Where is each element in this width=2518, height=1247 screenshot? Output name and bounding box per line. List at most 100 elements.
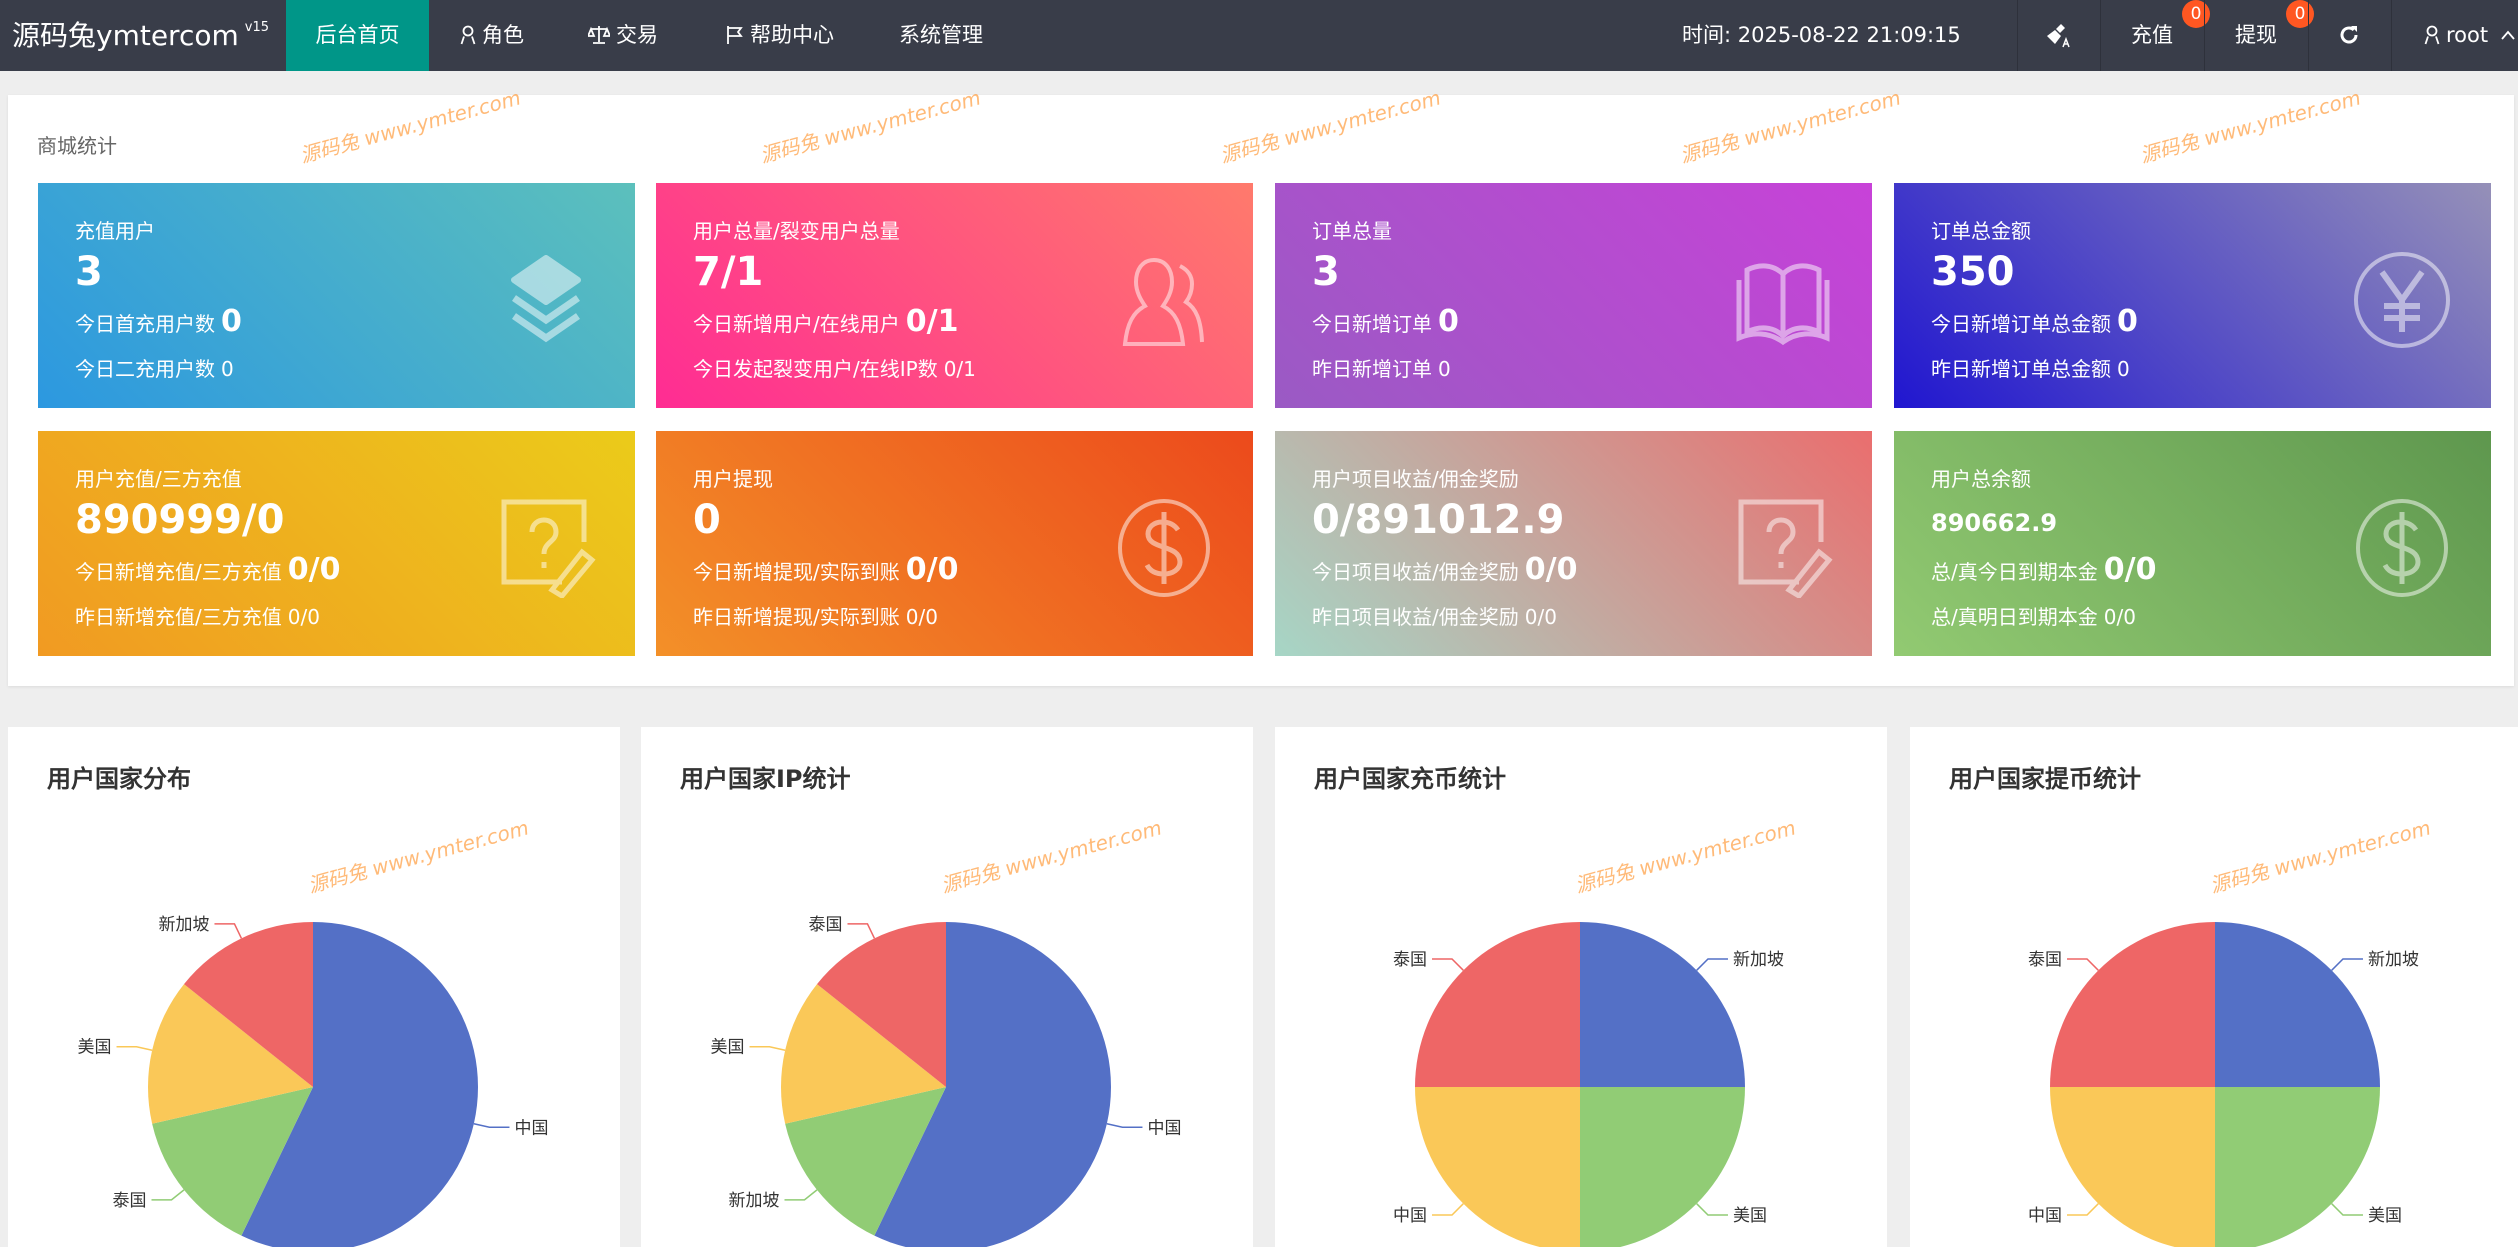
pie-slice-美国[interactable] — [1580, 1087, 1745, 1247]
line-label: 今日项目收益/佣金奖励 — [1312, 560, 1519, 584]
line-value: 0 — [2117, 304, 2138, 339]
card-line-today: 今日新增订单 0 — [1312, 304, 1459, 339]
slice-label: 新加坡 — [158, 915, 209, 935]
line-label: 总/真明日到期本金 — [1931, 605, 2098, 629]
card-line-other: 总/真明日到期本金 0/0 — [1931, 601, 2136, 630]
line-value: 0/0 — [287, 552, 341, 587]
line-label: 今日新增订单总金额 — [1931, 312, 2111, 336]
nav-roles[interactable]: 角色 — [460, 0, 524, 71]
refresh-button[interactable] — [2338, 24, 2360, 48]
layers-icon — [496, 250, 596, 350]
nav-help[interactable]: 帮助中心 — [726, 0, 834, 71]
slice-label: 美国 — [711, 1038, 745, 1058]
user-icon — [2424, 25, 2440, 45]
flag-icon — [727, 26, 743, 44]
divider — [2017, 0, 2018, 71]
book-icon — [1733, 250, 1833, 350]
server-time: 时间: 2025-08-22 21:09:15 — [1682, 23, 1961, 47]
label-line — [1696, 958, 1728, 971]
slice-label: 新加坡 — [2368, 950, 2419, 970]
card-value: 7/1 — [693, 249, 764, 295]
slice-label: 泰国 — [1393, 950, 1427, 970]
dollar-icon — [1114, 498, 1214, 598]
nav-label: 交易 — [616, 23, 658, 47]
pie-slice-美国[interactable] — [781, 984, 946, 1124]
line-value: 0 — [221, 304, 242, 339]
card-title: 用户充值/三方充值 — [75, 467, 242, 491]
line-label: 昨日项目收益/佣金奖励 — [1312, 605, 1519, 629]
pie-slice-中国[interactable] — [241, 922, 478, 1247]
label-line — [116, 1045, 153, 1052]
nav-home[interactable]: 后台首页 — [286, 0, 429, 71]
pie-slice-泰国[interactable] — [1415, 922, 1580, 1087]
pie-slice-泰国[interactable] — [816, 922, 946, 1087]
username: root — [2446, 23, 2489, 47]
label-line — [2067, 958, 2099, 971]
card-line-today: 今日首充用户数 0 — [75, 304, 242, 339]
card-line-today: 今日新增充值/三方充值 0/0 — [75, 552, 340, 587]
nav-system[interactable]: 系统管理 — [899, 0, 983, 71]
pie-chart-panel: 用户国家分布 中国 泰国 美国 新加坡 — [8, 727, 620, 1247]
top-header: 源码兔ymtercom v15 后台首页 角色 交易 帮助中心 系统管理 时间: … — [0, 0, 2518, 71]
chart-title: 用户国家提币统计 — [1949, 765, 2141, 793]
line-value: 0/0 — [2103, 605, 2136, 629]
pie-slice-中国[interactable] — [2050, 1087, 2215, 1247]
stat-card: 用户充值/三方充值 890999/0 今日新增充值/三方充值 0/0 昨日新增充值/三方… — [38, 431, 635, 656]
slice-label: 美国 — [78, 1038, 112, 1058]
pie-slice-新加坡[interactable] — [1580, 922, 1745, 1087]
card-value: 890662.9 — [1931, 509, 2058, 537]
clear-cache-button[interactable] — [2045, 22, 2071, 50]
nav-label: 角色 — [482, 23, 524, 47]
card-title: 用户提现 — [693, 467, 773, 491]
card-title: 充值用户 — [75, 219, 155, 243]
card-line-today: 今日新增用户/在线用户 0/1 — [693, 304, 958, 339]
label-line — [2067, 1203, 2099, 1216]
line-label: 昨日新增充值/三方充值 — [75, 605, 282, 629]
label-line — [784, 1189, 818, 1201]
line-value: 0/1 — [905, 304, 959, 339]
card-line-other: 昨日新增充值/三方充值 0/0 — [75, 601, 320, 630]
pie-slice-中国[interactable] — [874, 922, 1111, 1247]
dollar-icon — [2352, 498, 2452, 598]
label-line — [1432, 958, 1464, 971]
chevron-up-icon — [2501, 30, 2515, 40]
pie-slice-泰国[interactable] — [152, 1087, 313, 1236]
pie-slice-中国[interactable] — [1415, 1087, 1580, 1247]
pie-slice-泰国[interactable] — [2050, 922, 2215, 1087]
card-value: 0 — [693, 497, 721, 543]
line-label: 今日新增提现/实际到账 — [693, 560, 900, 584]
pie-slice-新加坡[interactable] — [183, 922, 313, 1087]
recharge-button[interactable]: 充值 — [2131, 0, 2173, 71]
card-value: 0/891012.9 — [1312, 497, 1565, 543]
card-title: 订单总金额 — [1931, 219, 2031, 243]
line-value: 0/0 — [287, 605, 320, 629]
line-label: 总/真今日到期本金 — [1931, 560, 2098, 584]
label-line — [749, 1045, 786, 1052]
slice-label: 泰国 — [112, 1191, 146, 1211]
line-label: 昨日新增提现/实际到账 — [693, 605, 900, 629]
withdraw-button[interactable]: 提现 — [2235, 0, 2277, 71]
card-value: 3 — [1312, 249, 1340, 295]
pie-chart-panel: 用户国家IP统计 中国 新加坡 美国 泰国 — [641, 727, 1253, 1247]
label-line — [2331, 1203, 2363, 1216]
slice-label: 新加坡 — [1733, 950, 1784, 970]
chart-title: 用户国家充币统计 — [1314, 765, 1506, 793]
pie-slice-新加坡[interactable] — [2215, 922, 2380, 1087]
label-line — [847, 923, 876, 939]
nav-label: 帮助中心 — [750, 23, 834, 47]
chart-title: 用户国家分布 — [47, 765, 191, 793]
card-title: 用户总余额 — [1931, 467, 2031, 491]
pie-slice-美国[interactable] — [2215, 1087, 2380, 1247]
logo[interactable]: 源码兔ymtercom v15 — [12, 14, 269, 54]
line-value: 0/0 — [905, 605, 938, 629]
pie-slice-美国[interactable] — [148, 984, 313, 1124]
label-line — [1696, 1203, 1728, 1216]
line-label: 昨日新增订单 — [1312, 357, 1432, 381]
user-menu[interactable]: root — [2424, 0, 2515, 71]
nav-trade[interactable]: 交易 — [586, 0, 658, 71]
chart-title: 用户国家IP统计 — [680, 765, 851, 793]
line-value: 0 — [221, 357, 234, 381]
card-line-today: 总/真今日到期本金 0/0 — [1931, 552, 2156, 587]
pie-slice-新加坡[interactable] — [785, 1087, 946, 1236]
